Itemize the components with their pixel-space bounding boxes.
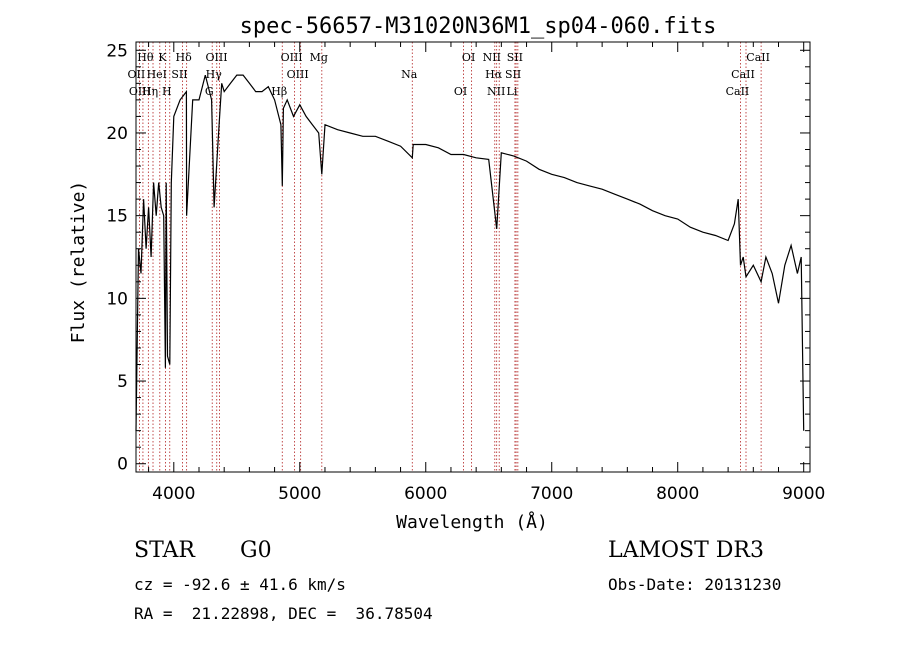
line-label-22: SII	[505, 68, 521, 81]
survey-name: LAMOST DR3	[608, 538, 764, 563]
line-label-12: OIII	[281, 51, 303, 64]
spectrum-series-line	[135, 74, 805, 431]
y-tick-label-0: 0	[117, 455, 128, 475]
spectral-line-markers	[139, 42, 762, 472]
ra-dec: RA = 21.22898, DEC = 36.78504	[134, 604, 433, 623]
x-axis-label: Wavelength (Å)	[396, 511, 548, 533]
y-tick-label-2: 10	[106, 289, 128, 309]
object-subclass: G0	[240, 538, 272, 563]
line-label-25: CaII	[731, 68, 755, 81]
line-label-27: CaII	[746, 51, 770, 64]
x-tick-label-0: 4000	[152, 484, 195, 504]
line-label-20: NII	[487, 85, 505, 98]
line-label-26: CaII	[726, 85, 750, 98]
line-label-9: OIII	[205, 51, 227, 64]
line-label-21: NII	[483, 51, 501, 64]
line-label-3: K	[158, 51, 167, 64]
line-label-2: OIII	[129, 85, 151, 98]
line-label-10: Hγ	[206, 68, 223, 81]
y-tick-label-4: 20	[106, 124, 128, 144]
line-label-6: Hδ	[176, 51, 193, 64]
line-label-16: Na	[401, 68, 418, 81]
plot-frame	[135, 41, 811, 473]
y-tick-label-1: 5	[117, 372, 128, 392]
x-axis: 4000 5000 6000 7000 8000 9000	[148, 42, 825, 504]
line-label-23: Li	[507, 85, 518, 98]
line-label-14: Hβ	[271, 85, 287, 98]
line-label-17: OI	[454, 85, 467, 98]
observation-date: Obs-Date: 20131230	[608, 575, 782, 594]
redshift-cz: cz = -92.6 ± 41.6 km/s	[134, 575, 346, 594]
object-class: STAR	[134, 538, 195, 563]
x-tick-label-3: 7000	[530, 484, 573, 504]
line-label-13: OIII	[287, 68, 309, 81]
line-label-0: Hθ	[137, 51, 154, 64]
line-label-15: Mg	[310, 51, 328, 64]
y-tick-label-5: 25	[106, 41, 128, 61]
y-axis-label: Flux (relative)	[68, 181, 89, 344]
line-label-18: OI	[462, 51, 475, 64]
x-tick-label-2: 6000	[404, 484, 447, 504]
line-label-7: SII	[171, 68, 187, 81]
x-tick-label-1: 5000	[278, 484, 321, 504]
x-tick-label-4: 8000	[656, 484, 699, 504]
spectral-line-labels: HθOIIOIIIKHeIHηHδSIIHOIIIHγGOIIIOIIIHβMg…	[128, 51, 770, 98]
line-label-4: HeI	[147, 68, 167, 81]
line-label-24: SII	[507, 51, 523, 64]
chart-title: spec-56657-M31020N36M1_sp04-060.fits	[240, 14, 717, 39]
line-label-5: Hη	[142, 85, 158, 98]
line-label-8: H	[162, 85, 172, 98]
line-label-19: Hα	[485, 68, 503, 81]
y-axis: 0 5 10 15 20 25	[106, 41, 810, 475]
y-tick-label-3: 15	[106, 207, 128, 227]
x-tick-label-5: 9000	[782, 484, 825, 504]
